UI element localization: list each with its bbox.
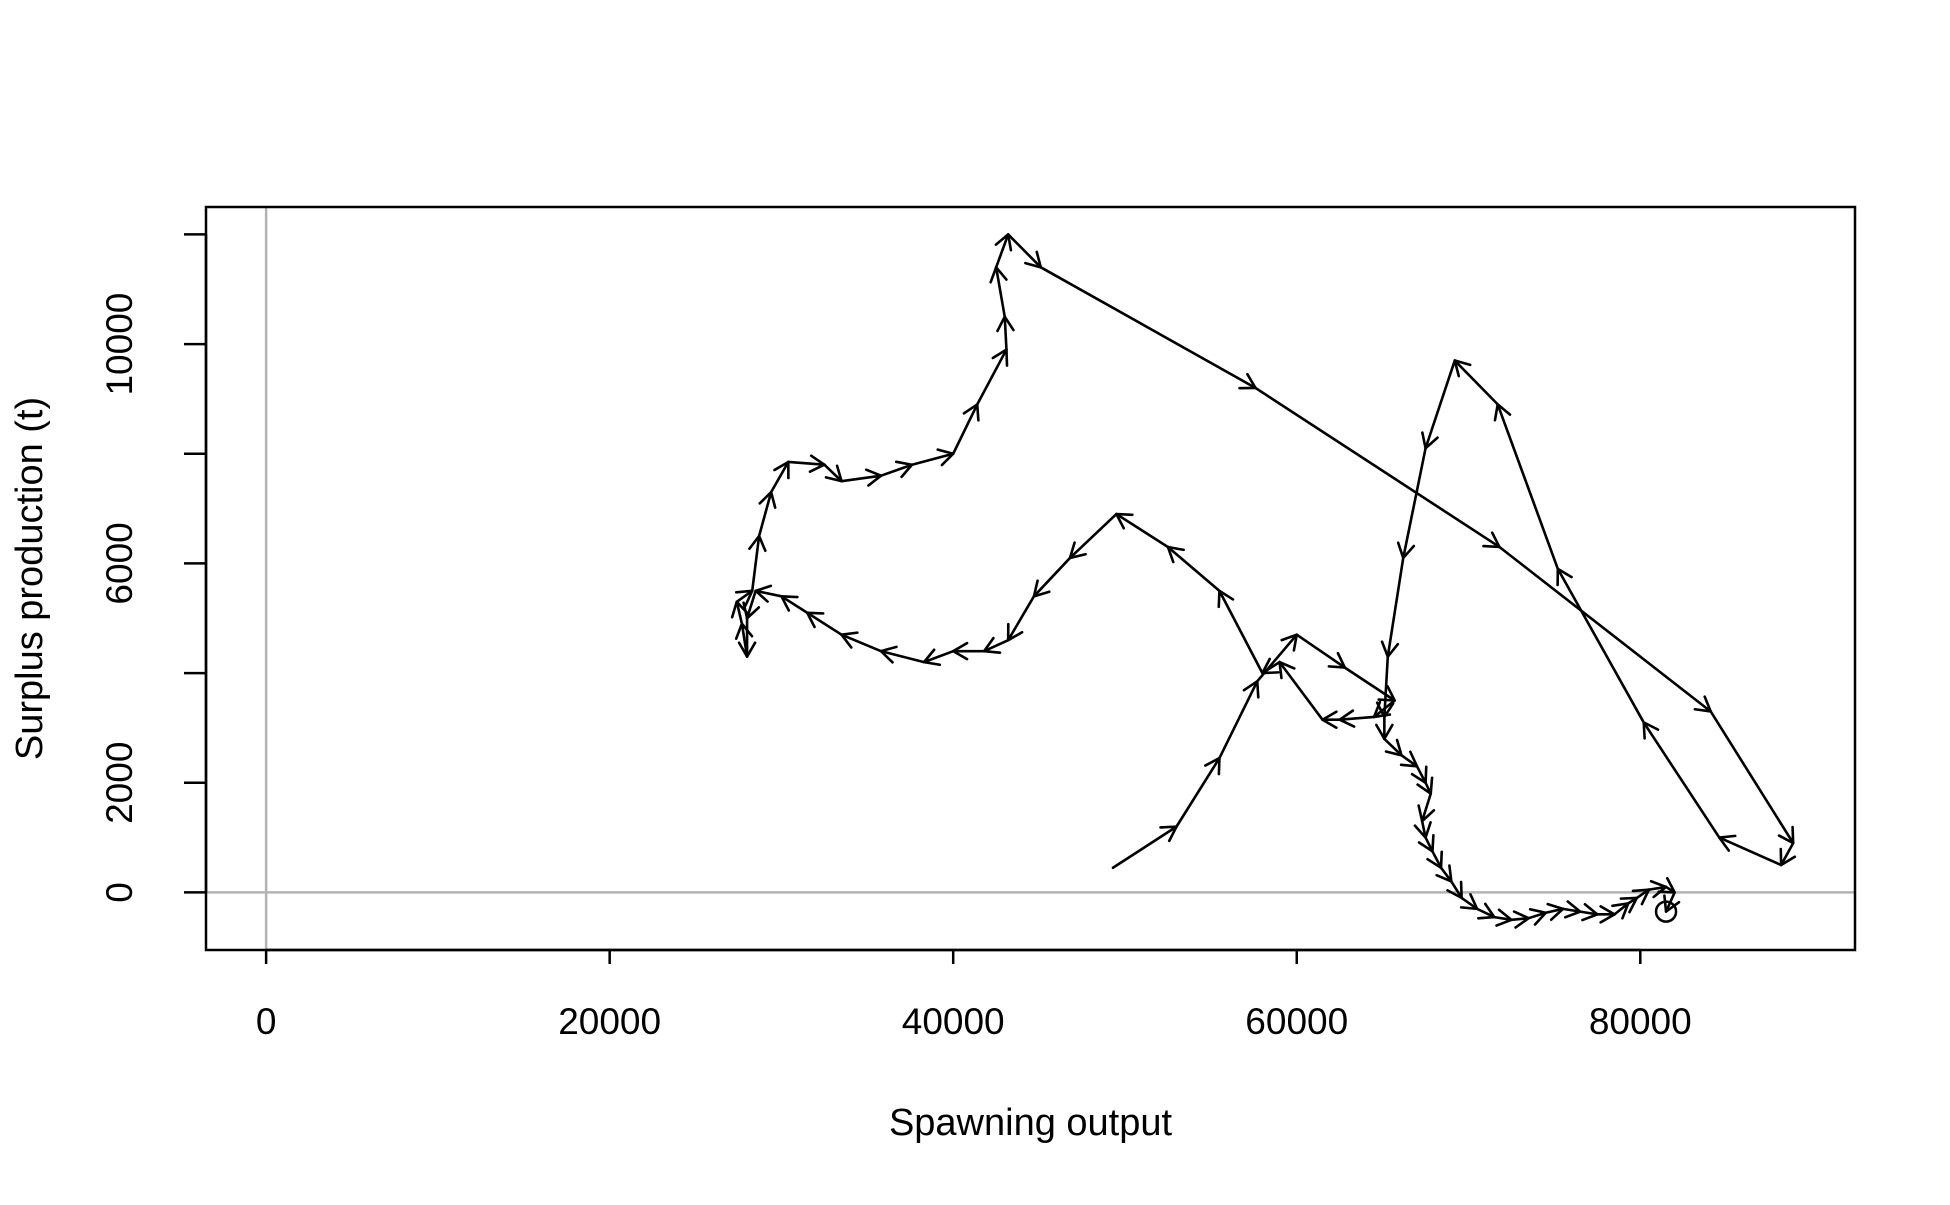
- x-tick-label: 0: [256, 1001, 277, 1042]
- arrow-head: [1459, 893, 1479, 911]
- trajectory-segment: [1450, 880, 1463, 900]
- trajectory-segment: [1032, 556, 1072, 598]
- trajectory-segment: [1544, 907, 1565, 915]
- trajectory-segment: [1561, 907, 1582, 913]
- trajectory-segment: [982, 638, 1010, 653]
- trajectory-segment: [769, 460, 790, 494]
- trajectory-segment: [757, 490, 773, 538]
- trajectory-segment: [922, 649, 955, 664]
- arrow-head: [805, 611, 825, 629]
- plot-frame: [204, 205, 1857, 952]
- trajectory-segment: [1400, 754, 1419, 768]
- trajectory-segment: [1278, 660, 1324, 721]
- end-point-marker: [1654, 900, 1678, 923]
- trajectory-segment: [1475, 907, 1496, 919]
- trajectory-segment: [1006, 595, 1036, 642]
- trajectory-segment: [1338, 715, 1376, 721]
- trajectory-segment: [754, 589, 783, 598]
- y-tick-label: 0: [99, 882, 140, 903]
- trajectory-segment: [1498, 545, 1713, 713]
- arrow-head: [1642, 721, 1660, 740]
- trajectory-segment: [735, 589, 754, 604]
- trajectory-segment: [1431, 849, 1443, 870]
- trajectory-segment: [1709, 710, 1795, 845]
- trajectory-segment: [740, 622, 749, 658]
- trajectory-segment: [1718, 836, 1783, 867]
- trajectory-segment: [1647, 885, 1668, 891]
- x-axis-title: Spawning output: [889, 1102, 1173, 1144]
- trajectory-segment: [1068, 512, 1118, 560]
- trajectory-segment: [1218, 589, 1264, 675]
- trajectory-segment: [1460, 896, 1479, 911]
- arrow-head: [1399, 750, 1419, 768]
- x-tick-label: 60000: [1245, 1001, 1348, 1042]
- trajectory-segment: [879, 463, 914, 477]
- trajectory-segment: [1496, 403, 1560, 571]
- trajectory-segment: [1527, 911, 1548, 920]
- trajectory-segment: [805, 611, 843, 637]
- trajectory-segment: [1111, 825, 1178, 870]
- trajectory-segment: [1218, 680, 1259, 760]
- trajectory-segment: [879, 649, 926, 664]
- trajectory-segment: [1420, 819, 1427, 839]
- trajectory-segment: [1295, 633, 1347, 669]
- x-axis: 0 20000 40000 60000 80000: [256, 948, 1692, 1042]
- trajectory-segment: [1642, 721, 1721, 839]
- trajectory-segment: [1439, 866, 1453, 883]
- y-tick-label: 2000: [99, 742, 140, 824]
- y-tick-label: 6000: [99, 522, 140, 604]
- trajectory-segment: [1006, 233, 1043, 269]
- trajectory-segment: [787, 460, 826, 467]
- trajectory-segment: [780, 595, 809, 615]
- trajectory-segment: [735, 600, 744, 626]
- trajectory-segment: [951, 403, 979, 456]
- trajectory-segment: [1175, 756, 1221, 828]
- trajectory-segment: [994, 266, 1007, 318]
- trajectory-segment: [1578, 910, 1599, 916]
- x-tick-label: 20000: [558, 1001, 661, 1042]
- trajectory-segment: [1492, 915, 1513, 922]
- trajectory-segment: [1254, 386, 1501, 549]
- trajectory-segment: [1166, 545, 1221, 593]
- trajectory-segment: [1115, 512, 1170, 549]
- trajectory-segment: [750, 534, 761, 593]
- trajectory-segment: [1003, 315, 1008, 351]
- trajectory-segment: [1401, 446, 1427, 560]
- trajectory-segment: [910, 452, 955, 467]
- trajectory-segment: [1779, 841, 1795, 867]
- trajectory-segment: [1453, 359, 1500, 406]
- trajectory-segment: [1510, 916, 1530, 922]
- trajectory-segment: [1424, 359, 1457, 450]
- y-axis: 0 2000 6000 10000: [99, 233, 208, 903]
- trajectory-segment: [1383, 737, 1403, 757]
- trajectory-segment: [1039, 266, 1257, 390]
- trajectory-segment: [1415, 765, 1427, 785]
- reference-lines: [206, 207, 1855, 950]
- x-tick-label: 80000: [1589, 1001, 1692, 1042]
- arrow-head: [780, 595, 799, 612]
- trajectory-segment: [975, 348, 1008, 406]
- y-axis-title: Surplus production (t): [9, 397, 51, 760]
- x-tick-label: 40000: [902, 1001, 1005, 1042]
- series-layer: [730, 233, 1797, 929]
- trajectory-segment: [840, 474, 883, 483]
- trajectory-segment: [1556, 567, 1646, 724]
- y-tick-label: 10000: [99, 293, 140, 396]
- trajectory-segment: [1420, 792, 1433, 823]
- trajectory-segment: [1386, 556, 1405, 658]
- trajectory-segment: [1261, 660, 1281, 675]
- trajectory-segment: [1383, 655, 1390, 719]
- arrow-head: [1327, 651, 1347, 669]
- trajectory-segment: [1613, 902, 1630, 916]
- arrow-head: [1482, 531, 1501, 549]
- trajectory-segment: [823, 463, 843, 483]
- arrow-head: [1159, 825, 1178, 843]
- trajectory-segment: [840, 633, 883, 653]
- trajectory-segment: [994, 233, 1010, 269]
- arrow-head: [1115, 512, 1134, 530]
